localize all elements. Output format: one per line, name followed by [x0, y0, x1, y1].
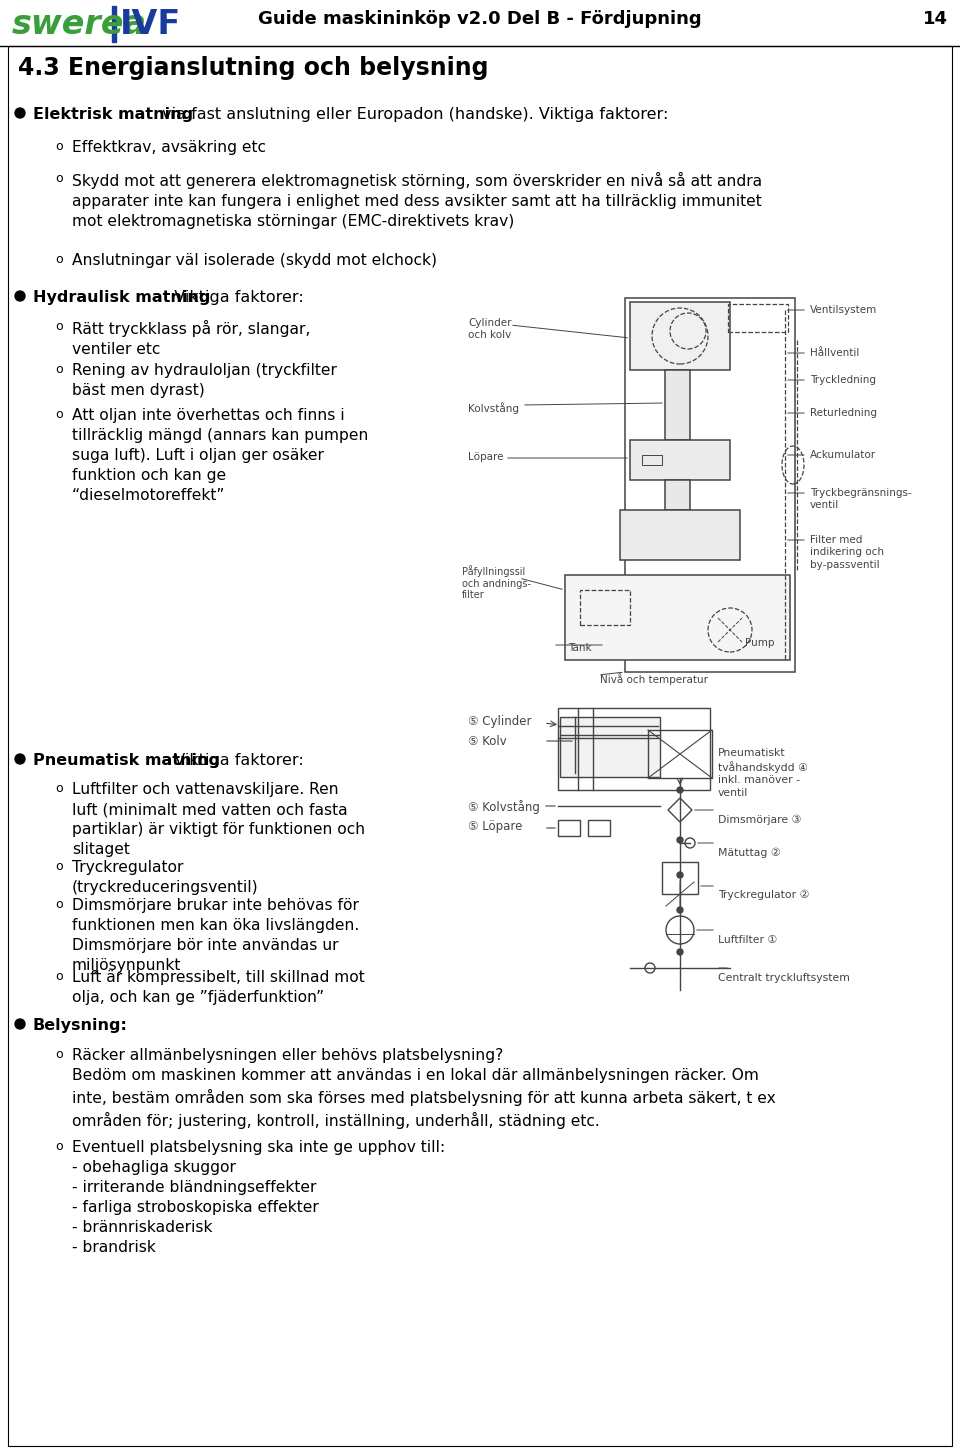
- Circle shape: [677, 787, 683, 792]
- Bar: [588, 820, 610, 836]
- Text: o: o: [55, 782, 62, 795]
- Text: o: o: [55, 320, 62, 333]
- Text: Rätt tryckklass på rör, slangar,
ventiler etc: Rätt tryckklass på rör, slangar, ventile…: [72, 320, 310, 358]
- Bar: [620, 510, 740, 560]
- Text: Att oljan inte överhettas och finns i
tillräcklig mängd (annars kan pumpen
suga : Att oljan inte överhettas och finns i ti…: [72, 409, 369, 503]
- Text: 4.3 Energianslutning och belysning: 4.3 Energianslutning och belysning: [18, 57, 489, 80]
- Bar: [648, 730, 712, 778]
- Text: Centralt tryckluftsystem: Centralt tryckluftsystem: [718, 973, 850, 983]
- Text: Tryckregulator ②: Tryckregulator ②: [718, 890, 809, 900]
- Circle shape: [677, 907, 683, 913]
- Text: . Viktiga faktorer:: . Viktiga faktorer:: [164, 753, 304, 768]
- Text: o: o: [55, 859, 62, 872]
- Text: o: o: [55, 409, 62, 422]
- Text: o: o: [55, 970, 62, 983]
- Text: Hållventil: Hållventil: [810, 348, 859, 358]
- Text: Pneumatiskt
tvåhandskydd ④
inkl. manöver -
ventil: Pneumatiskt tvåhandskydd ④ inkl. manöver…: [718, 747, 808, 798]
- Text: Dimsmörjare ③: Dimsmörjare ③: [718, 816, 802, 826]
- Text: Tryckbegränsnings-
ventil: Tryckbegränsnings- ventil: [810, 489, 912, 510]
- Bar: [558, 820, 580, 836]
- Bar: [630, 302, 730, 369]
- Bar: [665, 480, 690, 510]
- Circle shape: [15, 108, 25, 118]
- Text: o: o: [55, 172, 62, 185]
- Bar: [728, 304, 788, 332]
- Circle shape: [15, 291, 25, 301]
- Text: Räcker allmänbelysningen eller behövs platsbelysning?
Bedöm om maskinen kommer a: Räcker allmänbelysningen eller behövs pl…: [72, 1048, 776, 1128]
- Text: Tank: Tank: [568, 643, 591, 653]
- Text: Anslutningar väl isolerade (skydd mot elchock): Anslutningar väl isolerade (skydd mot el…: [72, 253, 437, 268]
- Text: Ventilsystem: Ventilsystem: [810, 305, 877, 316]
- Text: ⑤ Kolv: ⑤ Kolv: [468, 736, 507, 747]
- Circle shape: [677, 949, 683, 955]
- Text: o: o: [55, 364, 62, 377]
- Text: ⑤ Kolvstång: ⑤ Kolvstång: [468, 800, 540, 814]
- Circle shape: [15, 755, 25, 763]
- Circle shape: [677, 872, 683, 878]
- Bar: [565, 574, 790, 660]
- Text: ⑤ Löpare: ⑤ Löpare: [468, 820, 522, 833]
- Text: 14: 14: [923, 10, 948, 28]
- Text: ⑤ Cylinder: ⑤ Cylinder: [468, 715, 532, 728]
- Text: Luftfilter och vattenavskiljare. Ren
luft (minimalt med vatten och fasta
partikl: Luftfilter och vattenavskiljare. Ren luf…: [72, 782, 365, 856]
- Text: Skydd mot att generera elektromagnetisk störning, som överskrider en nivå så att: Skydd mot att generera elektromagnetisk …: [72, 172, 762, 230]
- Circle shape: [677, 838, 683, 843]
- Text: Filter med
indikering och
by-passventil: Filter med indikering och by-passventil: [810, 535, 884, 570]
- Text: Tryckledning: Tryckledning: [810, 375, 876, 385]
- Text: Elektrisk matning: Elektrisk matning: [33, 108, 193, 122]
- Bar: [662, 862, 698, 894]
- Text: Luftfilter ①: Luftfilter ①: [718, 935, 778, 945]
- Text: Ackumulator: Ackumulator: [810, 449, 876, 459]
- Bar: [112, 6, 116, 42]
- Text: o: o: [55, 1048, 62, 1061]
- Bar: [580, 590, 630, 625]
- Bar: [642, 455, 662, 465]
- Text: via fast anslutning eller Europadon (handske). Viktiga faktorer:: via fast anslutning eller Europadon (han…: [157, 108, 668, 122]
- Text: Cylinder
och kolv: Cylinder och kolv: [468, 318, 512, 340]
- Text: Guide maskininköp v2.0 Del B - Fördjupning: Guide maskininköp v2.0 Del B - Fördjupni…: [258, 10, 702, 28]
- Text: Mätuttag ②: Mätuttag ②: [718, 848, 780, 858]
- Text: Luft är kompressibelt, till skillnad mot
olja, och kan ge ”fjäderfunktion”: Luft är kompressibelt, till skillnad mot…: [72, 970, 365, 1005]
- Bar: [625, 298, 795, 672]
- Circle shape: [15, 1019, 25, 1029]
- Text: Hydraulisk matning: Hydraulisk matning: [33, 289, 210, 305]
- Text: IVF: IVF: [120, 9, 181, 41]
- Text: Kolvstång: Kolvstång: [468, 401, 519, 414]
- Text: Tryckregulator
(tryckreduceringsventil): Tryckregulator (tryckreduceringsventil): [72, 859, 258, 896]
- Text: Returledning: Returledning: [810, 409, 877, 417]
- Bar: [665, 369, 690, 441]
- Text: . Viktiga faktorer:: . Viktiga faktorer:: [164, 289, 304, 305]
- Text: Effektkrav, avsäkring etc: Effektkrav, avsäkring etc: [72, 140, 266, 156]
- Text: Rening av hydrauloljan (tryckfilter
bäst men dyrast): Rening av hydrauloljan (tryckfilter bäst…: [72, 364, 337, 398]
- Text: Nivå och temperatur: Nivå och temperatur: [600, 673, 708, 685]
- Text: o: o: [55, 899, 62, 912]
- Text: Påfyllningssil
och andnings-
filter: Påfyllningssil och andnings- filter: [462, 566, 531, 601]
- Text: Pneumatisk matning: Pneumatisk matning: [33, 753, 220, 768]
- Text: o: o: [55, 1140, 62, 1153]
- Text: Löpare: Löpare: [468, 452, 503, 462]
- Text: Pump: Pump: [745, 638, 775, 648]
- Bar: [560, 717, 660, 776]
- Text: Eventuell platsbelysning ska inte ge upphov till:
- obehagliga skuggor
- irriter: Eventuell platsbelysning ska inte ge upp…: [72, 1140, 445, 1255]
- Text: o: o: [55, 253, 62, 266]
- Text: o: o: [55, 140, 62, 153]
- Bar: [630, 441, 730, 480]
- Text: swerea: swerea: [12, 9, 147, 41]
- Bar: [558, 708, 710, 790]
- Text: Dimsmörjare brukar inte behövas för
funktionen men kan öka livslängden.
Dimsmörj: Dimsmörjare brukar inte behövas för funk…: [72, 899, 359, 973]
- Text: Belysning:: Belysning:: [33, 1018, 128, 1032]
